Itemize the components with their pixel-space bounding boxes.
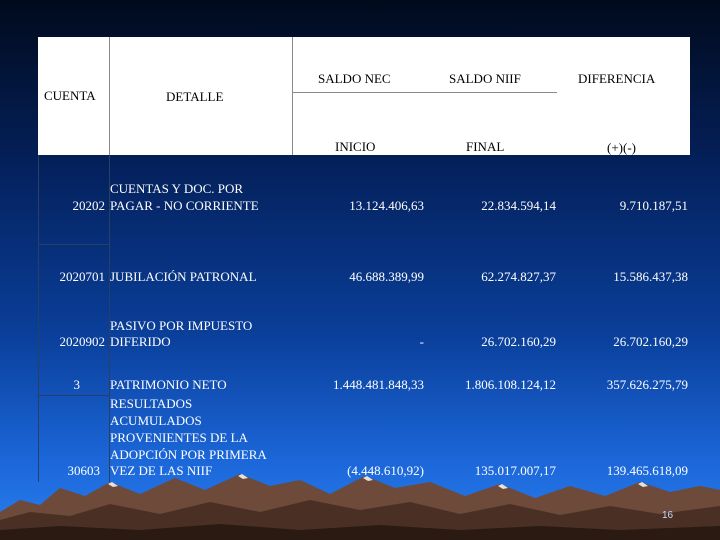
row-diferencia: 9.710.187,51 [619, 198, 688, 213]
balance-table: CUENTA DETALLE SALDO NEC INICIO SALDO NI… [38, 37, 690, 482]
row-inicio: 1.448.481.848,33 [333, 377, 424, 392]
row-detalle: ACUMULADOS [110, 413, 202, 428]
header-saldo-nec: SALDO NEC [318, 71, 391, 86]
row-cuenta: 20202 [72, 198, 106, 213]
divider [292, 37, 293, 155]
header-saldo-niif: SALDO NIIF [449, 71, 521, 86]
row-final: 62.274.827,37 [481, 269, 556, 284]
header-saldo-niif-cell: SALDO NIIF FINAL [426, 37, 557, 155]
page-number: 16 [662, 510, 674, 521]
row-inicio: 46.688.389,99 [349, 269, 424, 284]
row-detalle: DIFERIDO [110, 334, 171, 349]
header-cuenta-cell: CUENTA [38, 37, 109, 155]
mountain-landscape [0, 474, 720, 540]
divider [38, 155, 39, 482]
header-inicio: INICIO [335, 139, 376, 154]
row-detalle: PAGAR - NO CORRIENTE [110, 198, 259, 213]
row-cuenta: 3 [73, 377, 81, 392]
row-final: 135.017.007,17 [474, 463, 556, 478]
row-detalle: RESULTADOS [110, 396, 193, 411]
header-cuenta: CUENTA [44, 88, 96, 103]
row-inicio: 13.124.406,63 [349, 198, 424, 213]
row-inicio: - [419, 334, 424, 349]
header-diferencia-cell: DIFERENCIA (+)(-) [557, 37, 690, 155]
header-detalle-cell: DETALLE [109, 37, 292, 155]
header-saldo-nec-cell: SALDO NEC INICIO [292, 37, 426, 155]
row-diferencia: 26.702.160,29 [613, 334, 688, 349]
row-final: 22.834.594,14 [481, 198, 556, 213]
row-inicio: (4.448.610,92) [347, 463, 424, 478]
row-detalle: CUENTAS Y DOC. POR [110, 181, 244, 196]
header-detalle: DETALLE [166, 89, 224, 104]
row-detalle: PASIVO POR IMPUESTO [110, 318, 253, 333]
row-cuenta: 2020701 [59, 269, 106, 284]
divider [38, 395, 109, 396]
row-detalle: PATRIMONIO NETO [110, 377, 227, 392]
row-cuenta: 30603 [67, 463, 101, 478]
header-final: FINAL [466, 139, 505, 154]
divider [109, 155, 110, 482]
row-final: 26.702.160,29 [481, 334, 556, 349]
row-cuenta: 2020902 [59, 334, 106, 349]
row-detalle: PROVENIENTES DE LA [110, 430, 248, 445]
row-diferencia: 15.586.437,38 [613, 269, 688, 284]
divider [38, 244, 109, 245]
row-detalle: ADOPCIÓN POR PRIMERA [110, 447, 267, 462]
row-detalle: JUBILACIÓN PATRONAL [110, 269, 257, 284]
header-diferencia: DIFERENCIA [578, 71, 656, 86]
header-signo: (+)(-) [607, 140, 636, 155]
divider [292, 92, 557, 93]
divider [109, 37, 110, 155]
row-final: 1.806.108.124,12 [465, 377, 556, 392]
row-diferencia: 139.465.618,09 [606, 463, 688, 478]
row-diferencia: 357.626.275,79 [606, 377, 688, 392]
row-detalle: VEZ DE LAS NIIF [110, 463, 213, 478]
